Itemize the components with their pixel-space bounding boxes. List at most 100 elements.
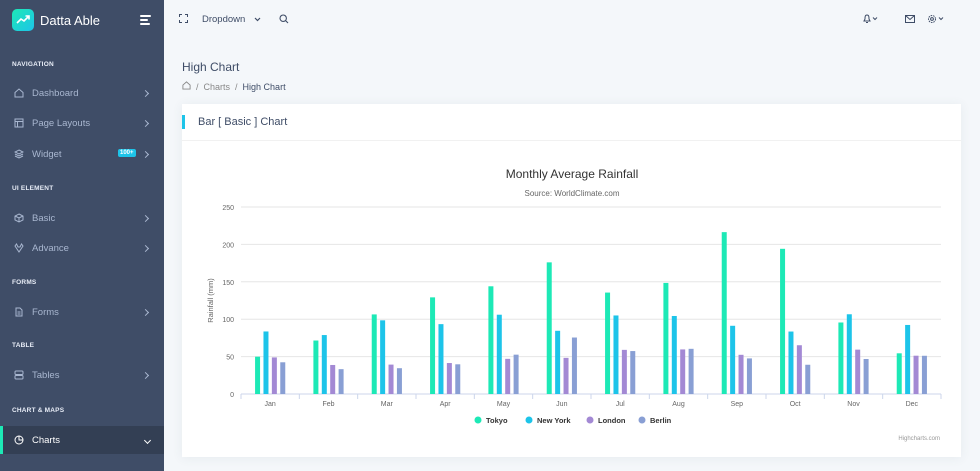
x-tick-label: Jan [265,401,276,408]
breadcrumb-charts[interactable]: Charts [203,81,231,92]
page-title: High Chart [182,60,240,74]
nav-caption-ui-element: UI ELEMENT [12,185,54,192]
x-tick-label: May [497,401,511,408]
bar-london [855,349,861,394]
bar-london [446,363,452,394]
sidebar: Datta Able NAVIGATION Dashboard Page Lay… [0,0,164,471]
y-tick-label: 200 [222,242,234,249]
sidebar-item-label: Forms [32,306,59,318]
top-header: Dropdown [164,0,980,40]
bar-tokyo [546,262,552,394]
chart-subtitle: Source: WorldClimate.com [525,189,620,198]
bar-london [680,349,686,394]
bar-tokyo [488,286,494,394]
x-tick-label: Dec [906,401,919,408]
sidebar-item-basic[interactable]: Basic [0,204,164,232]
x-tick-label: Aug [672,401,685,408]
dropdown-label: Dropdown [202,14,246,25]
sidebar-item-label: Advance [32,242,69,254]
bar-london [330,364,336,394]
legend-marker [586,416,594,424]
sidebar-item-label: Tables [32,369,60,381]
bar-chart: Monthly Average Rainfall Source: WorldCli… [206,167,942,442]
chevron-right-icon [141,150,150,158]
nav-caption-navigation: NAVIGATION [12,61,54,68]
fullscreen-icon[interactable] [179,14,188,26]
chevron-down-icon [254,17,261,22]
bar-new-york [846,314,852,394]
sidebar-item-label: Page Layouts [32,117,91,129]
legend-label: New York [537,416,571,425]
bar-tokyo [430,297,436,394]
sidebar-item-widget[interactable]: Widget 100+ [0,140,164,168]
bar-new-york [788,331,794,394]
widget-badge: 100+ [118,149,136,157]
sidebar-item-forms[interactable]: Forms [0,298,164,326]
chart-credits: Highcharts.com [898,436,940,442]
sidebar-item-page-layouts[interactable]: Page Layouts [0,109,164,137]
breadcrumb: / Charts / High Chart [182,81,286,92]
sidebar-item-dashboard[interactable]: Dashboard [0,79,164,107]
x-tick-label: Mar [381,401,394,408]
legend-marker [525,416,533,424]
bar-berlin [280,362,286,394]
menu-toggle-icon[interactable] [140,15,151,27]
x-tick-label: Apr [440,401,452,408]
bar-berlin [630,351,636,394]
chevron-right-icon [141,119,150,127]
chart-card: Bar [ Basic ] Chart Monthly Average Rain… [182,104,961,457]
trending-up-icon [12,9,34,31]
card-header: Bar [ Basic ] Chart [182,104,961,141]
y-tick-label: 250 [222,205,234,212]
bar-tokyo [255,356,261,394]
card-title: Bar [ Basic ] Chart [198,116,288,128]
server-icon [13,370,24,381]
bell-icon[interactable] [863,14,880,27]
sidebar-item-advance[interactable]: Advance [0,234,164,262]
breadcrumb-current: High Chart [242,81,286,92]
bar-berlin [396,368,402,394]
legend-label: Tokyo [486,416,508,425]
bar-new-york [380,320,386,394]
sidebar-item-charts[interactable]: Charts [0,426,164,454]
x-tick-label: Jun [556,401,567,408]
bar-berlin [746,358,752,394]
bar-berlin [921,355,927,394]
chevron-right-icon [141,89,150,97]
chart-title: Monthly Average Rainfall [506,167,639,181]
layout-icon [13,118,24,129]
bar-london [738,354,744,394]
bar-new-york [730,325,736,394]
bar-new-york [438,324,444,394]
dropdown-button[interactable]: Dropdown [202,14,261,25]
home-icon[interactable] [182,81,191,92]
file-text-icon [13,307,24,318]
box-icon [13,213,24,224]
pie-chart-icon [13,435,24,446]
mail-icon[interactable] [905,15,915,26]
bar-london [621,349,627,394]
nav-caption-forms: FORMS [12,279,37,286]
y-tick-label: 150 [222,280,234,287]
legend-label: London [598,416,626,425]
brand-name: Datta Able [40,12,100,28]
brand[interactable]: Datta Able [0,0,164,40]
layers-icon [13,149,24,160]
bar-new-york [263,331,269,394]
y-tick-label: 50 [226,355,234,362]
bar-tokyo [371,314,377,394]
bar-london [913,355,919,394]
legend-marker [474,416,482,424]
settings-icon[interactable] [927,14,946,27]
y-tick-label: 100 [222,317,234,324]
card-accent-bar [182,115,185,129]
chevron-right-icon [141,371,150,379]
y-axis-label: Rainfall (mm) [206,278,215,323]
sidebar-item-tables[interactable]: Tables [0,361,164,389]
bar-berlin [805,364,811,394]
bar-berlin [455,364,461,394]
bar-tokyo [721,232,727,394]
bar-berlin [571,337,577,394]
home-icon [13,88,24,99]
search-icon[interactable] [279,14,289,27]
